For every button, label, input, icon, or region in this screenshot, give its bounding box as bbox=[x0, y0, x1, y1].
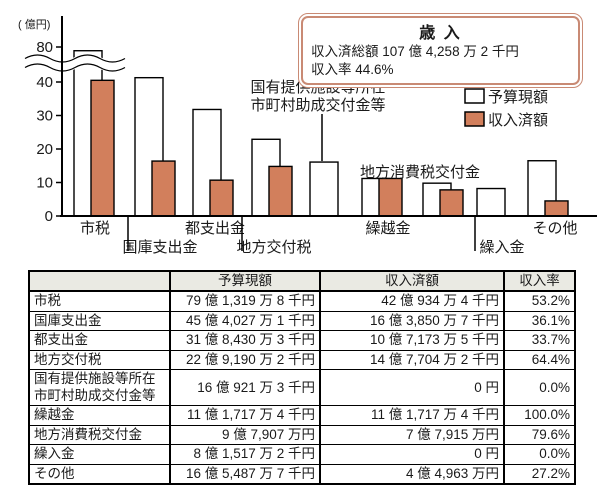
table-cell: 11 億 1,717 万 4 千円 bbox=[169, 405, 321, 426]
chart-text: 繰越金 bbox=[365, 220, 410, 237]
summary-rate-value: 44.6% bbox=[355, 62, 394, 78]
legend-swatch-received bbox=[464, 111, 485, 127]
summary-rate-line: 収入率 44.6% bbox=[311, 61, 570, 79]
summary-rate-label: 収入率 bbox=[311, 62, 352, 78]
table-cell: 53.2% bbox=[503, 290, 576, 312]
received-bar bbox=[209, 179, 234, 217]
axis-break bbox=[24, 54, 126, 63]
received-bar bbox=[268, 165, 293, 217]
chart-text: 予算現額 bbox=[488, 88, 548, 106]
table-cell: 国庫支出金 bbox=[28, 310, 171, 332]
table-cell: 繰越金 bbox=[28, 405, 171, 426]
table-row: 都支出金 31 億 8,430 万 3 千円 10 億 7,173 万 5 千円 33… bbox=[28, 330, 576, 351]
table-cell: 市税 bbox=[28, 290, 171, 312]
table-cell: 36.1% bbox=[503, 310, 576, 332]
table-row: 繰入金 8 億 1,517 万 2 千円 0 円 0.0% bbox=[28, 444, 576, 465]
summary-total-label: 収入済総額 bbox=[311, 44, 379, 59]
table-cell: 14 億 7,704 万 2 千円 bbox=[319, 349, 505, 371]
revenue-data-table: 予算現額 収入済額 収入率 市税 79 億 1,319 万 8 千円 42 億 934 万… bbox=[28, 269, 576, 486]
legend-swatch-budget bbox=[464, 88, 485, 104]
chart-text: 市税 bbox=[80, 220, 110, 237]
chart-text: 30 bbox=[36, 108, 53, 125]
table-cell: 0.0% bbox=[503, 444, 576, 465]
table-cell: 地方交付税 bbox=[28, 349, 171, 371]
revenue-summary-box: 歳 入 収入済総額 107 億 4,258 万 2 千円 収入率 44.6% bbox=[298, 13, 583, 89]
table-cell: 国有提供施設等所在 市町村助成交付金等 bbox=[28, 369, 171, 407]
table-cell: 繰入金 bbox=[28, 444, 171, 465]
table-cell: 地方消費税交付金 bbox=[28, 424, 171, 446]
table-cell: 16 億 921 万 3 千円 bbox=[169, 369, 321, 407]
table-row: 国庫支出金 45 億 4,027 万 1 千円 16 億 3,850 万 7 千円 3… bbox=[28, 310, 576, 332]
table-cell: 都支出金 bbox=[28, 330, 171, 351]
chart-text: 80 bbox=[36, 39, 53, 56]
table-row: その他 16 億 5,487 万 7 千円 4 億 4,963 万円 27.2% bbox=[28, 463, 576, 486]
table-cell: 4 億 4,963 万円 bbox=[319, 463, 505, 486]
table-cell: 79 億 1,319 万 8 千円 bbox=[169, 290, 321, 312]
revenue-summary-inner: 歳 入 収入済総額 107 億 4,258 万 2 千円 収入率 44.6% bbox=[301, 16, 580, 86]
table-cell: その他 bbox=[28, 463, 171, 486]
chart-text: 0 bbox=[45, 208, 53, 225]
budget-bar bbox=[476, 187, 506, 217]
table-cell: 0 円 bbox=[319, 369, 505, 407]
summary-total-value: 107 億 4,258 万 2 千円 bbox=[382, 44, 519, 59]
chart-text: 国庫支出金 bbox=[122, 239, 197, 256]
column-header: 収入済額 bbox=[319, 269, 505, 293]
chart-text: 都支出金 bbox=[185, 220, 245, 237]
chart-text: その他 bbox=[532, 220, 577, 237]
table-row: 国有提供施設等所在 市町村助成交付金等 16 億 921 万 3 千円 0 円 0.0… bbox=[28, 369, 576, 407]
table-row: 繰越金 11 億 1,717 万 4 千円 11 億 1,717 万 4 千円 100… bbox=[28, 405, 576, 426]
table-row: 地方消費税交付金 9 億 7,907 万円 7 億 7,915 万円 79.6% bbox=[28, 424, 576, 446]
table-cell: 0 円 bbox=[319, 444, 505, 465]
table-cell: 9 億 7,907 万円 bbox=[169, 424, 321, 446]
chart-text: 40 bbox=[36, 74, 53, 91]
column-header: 予算現額 bbox=[169, 269, 321, 293]
table-cell: 16 億 3,850 万 7 千円 bbox=[319, 310, 505, 332]
received-bar bbox=[439, 189, 464, 217]
received-bar bbox=[151, 160, 176, 217]
received-bar bbox=[378, 177, 403, 217]
table-cell: 10 億 7,173 万 5 千円 bbox=[319, 330, 505, 351]
table-cell: 27.2% bbox=[503, 463, 576, 486]
table-cell: 16 億 5,487 万 7 千円 bbox=[169, 463, 321, 486]
table-cell: 8 億 1,517 万 2 千円 bbox=[169, 444, 321, 465]
chart-text: 10 bbox=[36, 175, 53, 192]
axis-break bbox=[24, 63, 126, 72]
chart-text: 20 bbox=[36, 141, 53, 158]
table-cell: 31 億 8,430 万 3 千円 bbox=[169, 330, 321, 351]
received-bar bbox=[544, 200, 569, 217]
chart-text: 収入済額 bbox=[488, 112, 548, 129]
chart-text: 市町村助成交付金等 bbox=[250, 96, 385, 114]
column-header bbox=[28, 269, 171, 293]
table-cell: 45 億 4,027 万 1 千円 bbox=[169, 310, 321, 332]
table-cell: 33.7% bbox=[503, 330, 576, 351]
summary-title: 歳 入 bbox=[419, 25, 462, 42]
received-bar bbox=[90, 79, 115, 217]
chart-text: 繰入金 bbox=[479, 239, 524, 256]
chart-text: 地方交付税 bbox=[236, 238, 311, 256]
table-header-row: 予算現額 収入済額 収入率 bbox=[28, 269, 576, 293]
table-cell: 42 億 934 万 4 千円 bbox=[319, 290, 505, 312]
table-cell: 64.4% bbox=[503, 349, 576, 371]
chart-text: 地方消費税交付金 bbox=[360, 163, 480, 181]
table-row: 地方交付税 22 億 9,190 万 2 千円 14 億 7,704 万 2 千円 6… bbox=[28, 349, 576, 371]
chart-text: ( 億円) bbox=[18, 18, 50, 31]
budget-bar bbox=[309, 161, 339, 217]
summary-total-line: 収入済総額 107 億 4,258 万 2 千円 bbox=[311, 43, 570, 61]
table-cell: 11 億 1,717 万 4 千円 bbox=[319, 405, 505, 426]
table-row: 市税 79 億 1,319 万 8 千円 42 億 934 万 4 千円 53.2% bbox=[28, 290, 576, 312]
table-cell: 79.6% bbox=[503, 424, 576, 446]
table-cell: 100.0% bbox=[503, 405, 576, 426]
table-cell: 0.0% bbox=[503, 369, 576, 407]
column-header: 収入率 bbox=[503, 269, 576, 293]
table-cell: 22 億 9,190 万 2 千円 bbox=[169, 349, 321, 371]
table-cell: 7 億 7,915 万円 bbox=[319, 424, 505, 446]
